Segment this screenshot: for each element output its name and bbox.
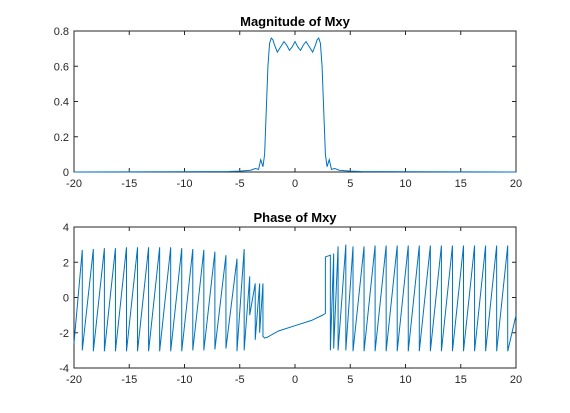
magnitude-axes-box (73, 30, 517, 173)
magnitude-xtick-label: 10 (399, 178, 411, 190)
phase-xticks: -20 -15 -10 -5 0 5 10 15 20 (66, 227, 522, 386)
magnitude-xtick-label: 0 (292, 178, 298, 190)
phase-ytick-label: 0 (63, 293, 69, 305)
magnitude-xtick-label: -15 (121, 178, 137, 190)
magnitude-yticks: 0 0.2 0.4 0.6 0.8 (54, 26, 516, 179)
phase-ytick-label: 2 (63, 257, 69, 269)
phase-xtick-label: 5 (347, 374, 353, 386)
magnitude-xtick-label: 15 (455, 178, 467, 190)
magnitude-xtick-label: 20 (510, 178, 522, 190)
magnitude-ytick-label: 0.2 (54, 132, 69, 144)
phase-series-line (73, 244, 517, 352)
phase-ytick-label: -2 (59, 328, 69, 340)
phase-xtick-label: 20 (510, 374, 522, 386)
magnitude-plot: Magnitude of Mxy -20 -15 -10 -5 0 5 10 15 20 0 0.… (54, 14, 522, 190)
phase-xtick-label: -5 (235, 374, 245, 386)
phase-xtick-label: 10 (399, 374, 411, 386)
phase-axes-box (73, 226, 517, 369)
magnitude-xticks: -20 -15 -10 -5 0 5 10 15 20 (66, 31, 522, 190)
magnitude-title: Magnitude of Mxy (240, 14, 351, 29)
magnitude-ytick-label: 0.8 (54, 26, 69, 38)
magnitude-series-line (73, 37, 517, 173)
magnitude-xtick-label: -5 (235, 178, 245, 190)
magnitude-ytick-label: 0.6 (54, 61, 69, 73)
phase-yticks: -4 -2 0 2 4 (59, 222, 516, 375)
phase-title: Phase of Mxy (253, 210, 337, 225)
phase-xtick-label: 0 (292, 374, 298, 386)
phase-xtick-label: -10 (177, 374, 193, 386)
phase-xtick-label: -15 (121, 374, 137, 386)
magnitude-xtick-label: -10 (177, 178, 193, 190)
phase-ytick-label: -4 (59, 363, 69, 375)
magnitude-xtick-label: 5 (347, 178, 353, 190)
magnitude-xtick-label: -20 (66, 178, 82, 190)
phase-xtick-label: 15 (455, 374, 467, 386)
phase-xtick-label: -20 (66, 374, 82, 386)
magnitude-ytick-label: 0 (63, 167, 69, 179)
phase-ytick-label: 4 (63, 222, 69, 234)
magnitude-ytick-label: 0.4 (54, 97, 69, 109)
